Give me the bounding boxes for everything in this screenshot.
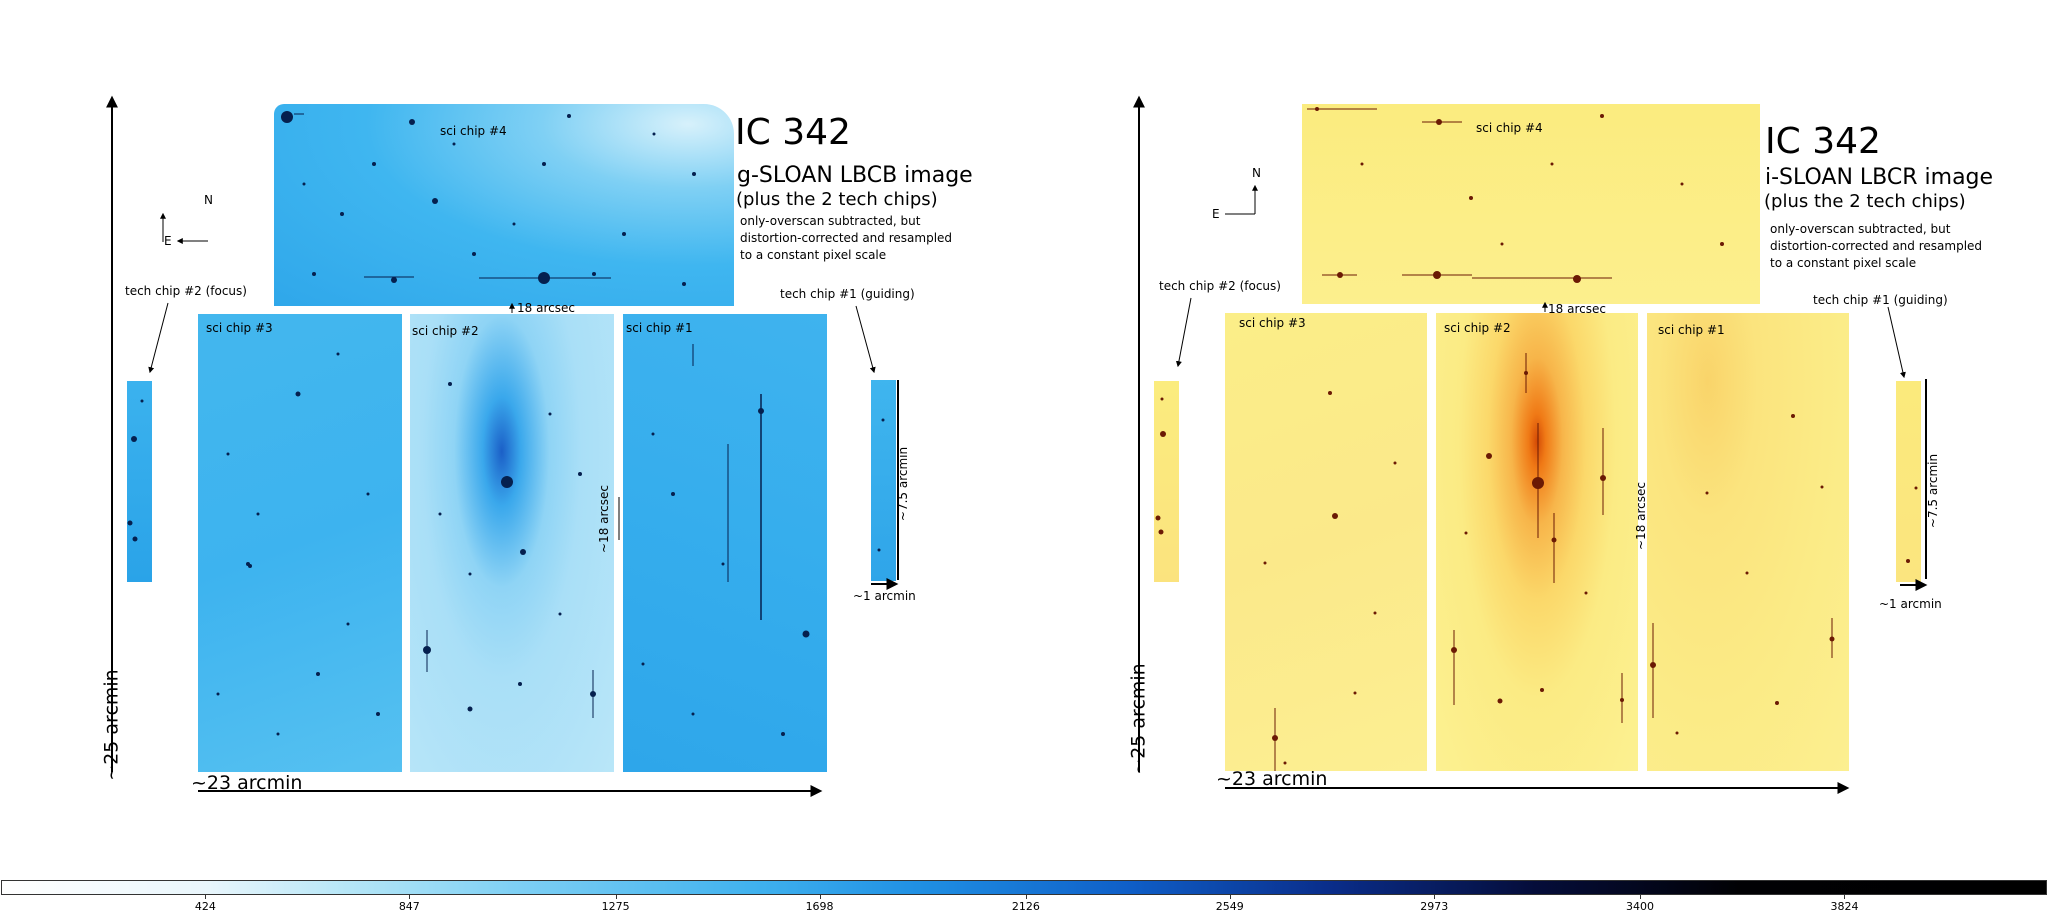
colorbar-tick xyxy=(615,895,617,899)
g-width-label: ~23 arcmin xyxy=(191,772,303,794)
i-tech2-pointer xyxy=(1175,297,1192,368)
i-tech2-label: tech chip #2 (focus) xyxy=(1159,279,1281,293)
g-tech-chip-2 xyxy=(127,381,152,582)
g-chip-3-label: sci chip #3 xyxy=(206,321,273,335)
i-tech-chip-2-stars xyxy=(1155,397,1166,535)
colorbar-tick xyxy=(819,895,821,899)
g-tech-chip-1 xyxy=(871,380,896,581)
g-note-line-2: distortion-corrected and resampled xyxy=(740,231,953,245)
i-note-line-1: only-overscan subtracted, but xyxy=(1770,222,1951,236)
i-chip-3-label: sci chip #3 xyxy=(1239,316,1306,330)
i-sci-chip-2: sci chip #2 xyxy=(1436,313,1638,771)
i-chip-1-stars xyxy=(1650,414,1835,735)
g-chip-1-stars xyxy=(641,344,810,736)
g-chip-4-label: sci chip #4 xyxy=(440,124,507,138)
i-tech1-label: tech chip #1 (guiding) xyxy=(1813,293,1948,307)
g-sci-chip-4: sci chip #4 xyxy=(274,104,734,306)
i-chip-2-stars xyxy=(1451,353,1624,723)
colorbar-tick xyxy=(1434,895,1436,899)
colorbar-tick-label: 3824 xyxy=(1830,900,1859,913)
i-chip-4-label: sci chip #4 xyxy=(1476,121,1543,135)
g-sci-chip-3: sci chip #3 xyxy=(198,314,402,772)
i-chip-2-label: sci chip #2 xyxy=(1444,321,1511,335)
g-chip-2-label: sci chip #2 xyxy=(412,324,479,338)
colorbar-tick xyxy=(205,895,207,899)
g-chip-3-stars xyxy=(216,352,380,736)
colorbar: 424 847 1275 1698 2126 2549 2973 3400 3824 xyxy=(0,878,2048,915)
colorbar-tick-label: 2126 xyxy=(1011,900,1040,913)
g-north-label: N xyxy=(204,193,213,207)
colorbar-tick xyxy=(1025,895,1027,899)
colorbar-tick xyxy=(1640,895,1642,899)
colorbar-tick-label: 1698 xyxy=(805,900,834,913)
colorbar-tick xyxy=(1229,895,1231,899)
g-tech-chip-2-stars xyxy=(127,399,144,542)
g-gap-h-label: 18 arcsec xyxy=(517,301,575,315)
g-chip-4-stars xyxy=(281,111,696,286)
g-note-line-3: to a constant pixel scale xyxy=(740,248,887,262)
colorbar-tick-label: 2973 xyxy=(1420,900,1449,913)
i-chip-1-label: sci chip #1 xyxy=(1658,323,1725,337)
g-title: IC 342 xyxy=(735,112,851,153)
g-sci-chip-1: sci chip #1 xyxy=(623,314,827,772)
i-north-label: N xyxy=(1252,166,1261,180)
g-tech-width-label: ~1 arcmin xyxy=(853,589,916,603)
colorbar-tick-label: 1275 xyxy=(601,900,630,913)
i-tech-height-label: ~7.5 arcmin xyxy=(1926,453,1941,529)
g-sci-chip-2: sci chip #2 xyxy=(410,314,614,772)
g-tech1-label: tech chip #1 (guiding) xyxy=(780,287,915,301)
g-tech2-pointer xyxy=(148,302,169,374)
g-gap-v-label: ~18 arcsec xyxy=(597,485,611,553)
i-east-label: E xyxy=(1212,207,1220,221)
i-tech1-pointer xyxy=(1887,306,1906,379)
g-note-line-1: only-overscan subtracted, but xyxy=(740,214,921,228)
g-tech-chip-1-stars xyxy=(877,418,885,552)
colorbar-tick-label: 847 xyxy=(398,900,420,913)
i-gap-v-label: ~18 arcsec xyxy=(1634,482,1648,550)
i-subtitle-2: (plus the 2 tech chips) xyxy=(1764,191,1966,212)
g-tech-height-label: ~7.5 arcmin xyxy=(896,446,911,522)
g-height-label: ~25 arcmin xyxy=(100,669,123,781)
i-sci-chip-4: sci chip #4 xyxy=(1302,104,1760,304)
g-sloan-panel: sci chip #4 sci chip #3 sci chip #2 xyxy=(0,0,1024,880)
colorbar-tick-label: 3400 xyxy=(1626,900,1655,913)
g-chip-1-label: sci chip #1 xyxy=(626,321,693,335)
i-subtitle: i-SLOAN LBCR image xyxy=(1765,165,1994,190)
i-width-label: ~23 arcmin xyxy=(1216,768,1328,790)
g-tech2-label: tech chip #2 (focus) xyxy=(125,284,247,298)
i-note-line-2: distortion-corrected and resampled xyxy=(1770,239,1983,253)
colorbar-gradient xyxy=(1,880,2047,895)
i-chip-3-stars xyxy=(1263,391,1397,771)
g-subtitle: g-SLOAN LBCB image xyxy=(737,163,973,188)
i-chip-4-stars xyxy=(1307,107,1724,283)
i-note-line-3: to a constant pixel scale xyxy=(1770,256,1917,270)
i-tech-chip-2 xyxy=(1154,381,1179,582)
i-height-label: ~25 arcmin xyxy=(1127,663,1150,775)
i-sci-chip-1: sci chip #1 xyxy=(1647,313,1849,771)
i-sloan-panel: sci chip #4 sci chip #3 xyxy=(1024,0,2048,880)
g-subtitle-2: (plus the 2 tech chips) xyxy=(736,189,938,210)
i-title: IC 342 xyxy=(1765,121,1881,162)
i-tech-chip-1 xyxy=(1896,381,1921,582)
i-tech-width-label: ~1 arcmin xyxy=(1879,597,1942,611)
g-tech1-pointer xyxy=(855,305,876,374)
colorbar-tick xyxy=(1844,895,1846,899)
i-sci-chip-3: sci chip #3 xyxy=(1225,313,1427,771)
colorbar-tick xyxy=(409,895,411,899)
i-tech-chip-1-stars xyxy=(1906,486,1918,563)
g-east-label: E xyxy=(164,234,172,248)
colorbar-tick-label: 424 xyxy=(194,900,216,913)
g-chip-2-stars xyxy=(423,382,596,718)
colorbar-tick-label: 2549 xyxy=(1215,900,1244,913)
i-gap-h-label: 18 arcsec xyxy=(1548,302,1606,316)
